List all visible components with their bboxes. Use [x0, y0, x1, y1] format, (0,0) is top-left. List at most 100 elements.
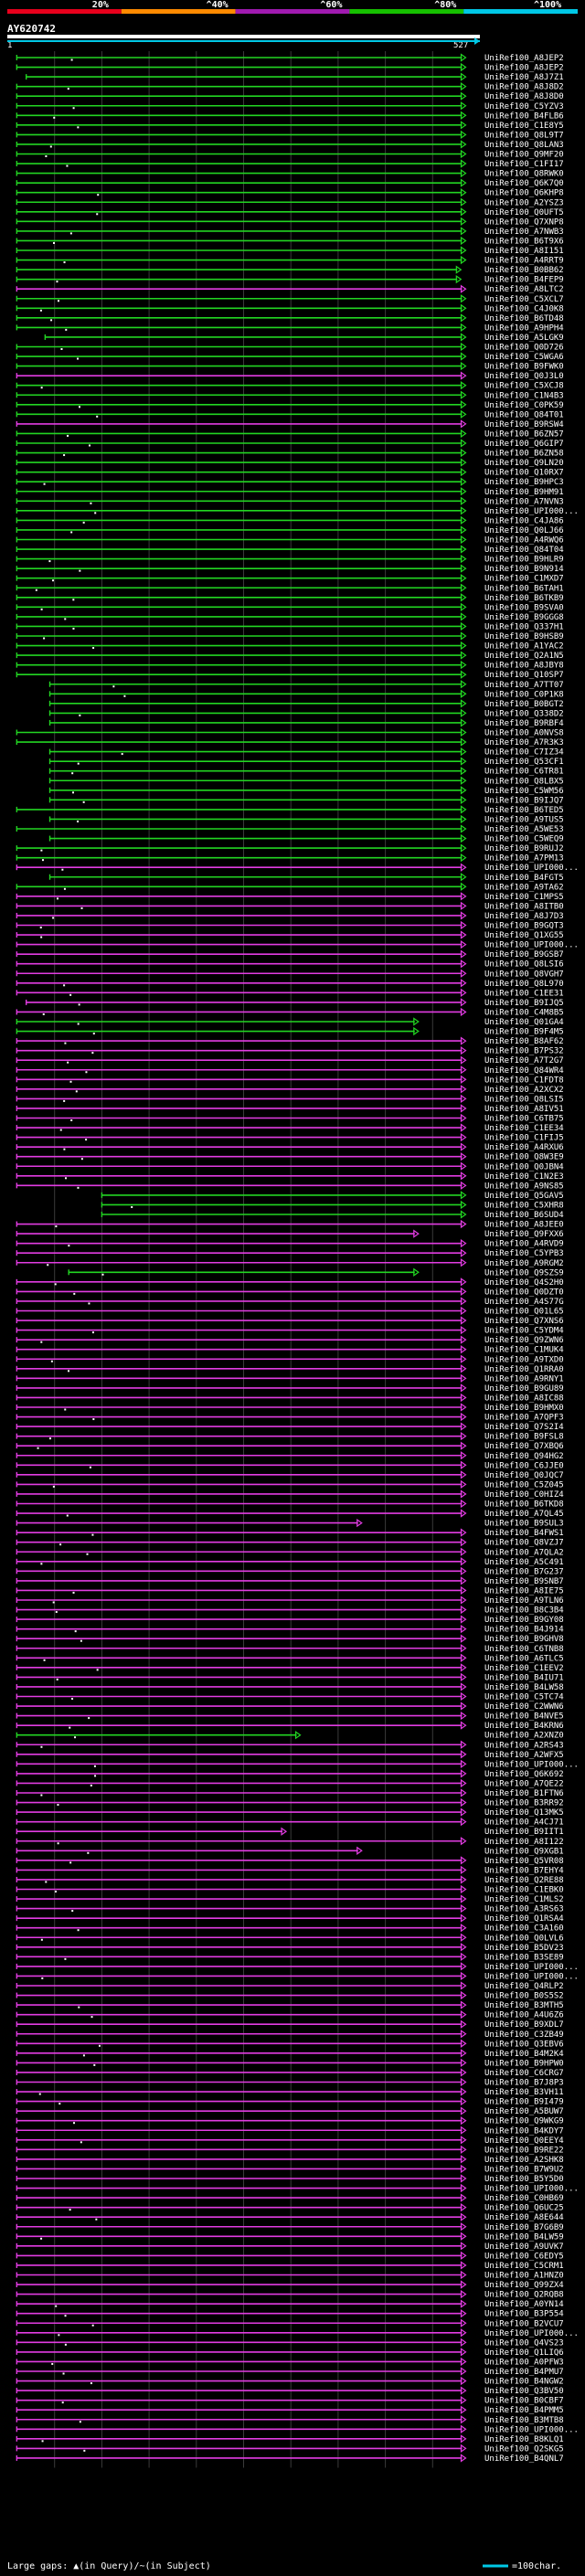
hit-label[interactable]: UniRef100_B9FSL8	[484, 1433, 564, 1442]
hit-label[interactable]: UniRef100_B3SE89	[484, 1953, 564, 1962]
hit-label[interactable]: UniRef100_A9NS85	[484, 1182, 564, 1191]
hit-label[interactable]: UniRef100_C1N4B3	[484, 391, 564, 400]
hit-label[interactable]: UniRef100_B9HSB9	[484, 632, 564, 641]
hit-label[interactable]: UniRef100_Q9WKG9	[484, 2117, 564, 2126]
hit-label[interactable]: UniRef100_A3RS63	[484, 1905, 564, 1914]
hit-label[interactable]: UniRef100_Q337H1	[484, 622, 564, 631]
hit-row[interactable]: UniRef100_A7QPF3	[16, 1412, 564, 1423]
hit-label[interactable]: UniRef100_C5YPB3	[484, 1249, 564, 1258]
hit-label[interactable]: UniRef100_Q9ZWN6	[484, 1336, 564, 1345]
hit-row[interactable]: UniRef100_B3MTH5	[16, 2000, 564, 2010]
hit-label[interactable]: UniRef100_B9GY08	[484, 1616, 564, 1625]
hit-row[interactable]: UniRef100_B3VH11	[16, 2087, 564, 2097]
hit-row[interactable]: UniRef100_C6TB75	[16, 1113, 564, 1124]
hit-label[interactable]: UniRef100_Q01GA4	[484, 1018, 564, 1027]
hit-row[interactable]: UniRef100_B9GGG8	[16, 612, 564, 622]
hit-row[interactable]: UniRef100_C5Z045	[16, 1479, 564, 1489]
hit-row[interactable]: UniRef100_B6TAH1	[16, 583, 564, 593]
hit-label[interactable]: UniRef100_Q6UC25	[484, 2204, 564, 2213]
hit-row[interactable]: UniRef100_B9HM91	[16, 487, 564, 497]
hit-label[interactable]: UniRef100_A4CJ71	[484, 1818, 564, 1828]
hit-row[interactable]: UniRef100_B6TKB9	[16, 593, 564, 603]
hit-row[interactable]: UniRef100_A9NS85	[16, 1181, 564, 1191]
hit-row[interactable]: UniRef100_Q7XNS6	[16, 1316, 564, 1326]
hit-label[interactable]: UniRef100_A9RGM2	[484, 1259, 564, 1268]
hit-row[interactable]: UniRef100_C4JA86	[16, 515, 564, 525]
hit-row[interactable]: UniRef100_Q0LJ66	[16, 525, 564, 535]
hit-row[interactable]: UniRef100_C5XCJ8	[16, 381, 564, 391]
hit-row[interactable]: UniRef100_B6ZN57	[16, 429, 564, 439]
hit-row[interactable]: UniRef100_C5CRM1	[16, 2261, 564, 2271]
hit-label[interactable]: UniRef100_A5C491	[484, 1558, 564, 1567]
hit-label[interactable]: UniRef100_C6TR81	[484, 768, 564, 777]
hit-label[interactable]: UniRef100_A0PFW3	[484, 2358, 564, 2367]
hit-label[interactable]: UniRef100_Q0LVL6	[484, 1934, 564, 1943]
hit-row[interactable]: UniRef100_A9HPH4	[16, 323, 564, 333]
hit-row[interactable]: UniRef100_C6TR81	[48, 767, 564, 777]
hit-row[interactable]: UniRef100_A7NVN3	[16, 496, 564, 506]
hit-row[interactable]: UniRef100_B9XDL7	[16, 2019, 564, 2030]
hit-row[interactable]: UniRef100_B6TKD8	[16, 1499, 564, 1510]
hit-label[interactable]: UniRef100_UPI000...	[484, 1963, 579, 1972]
hit-label[interactable]: UniRef100_B6SUD4	[484, 1211, 564, 1220]
hit-row[interactable]: UniRef100_Q53CF1	[48, 757, 564, 767]
hit-row[interactable]: UniRef100_Q8LAN3	[16, 140, 564, 150]
hit-row[interactable]: UniRef100_A4RXU6	[16, 1142, 564, 1152]
hit-row[interactable]: UniRef100_B7EHY4	[16, 1865, 564, 1875]
hit-row[interactable]: UniRef100_B5DV23	[16, 1943, 564, 1953]
hit-label[interactable]: UniRef100_A4RRT9	[484, 257, 564, 266]
hit-label[interactable]: UniRef100_Q7XNS6	[484, 1317, 564, 1326]
hit-label[interactable]: UniRef100_B9IJQ7	[484, 796, 564, 805]
hit-row[interactable]: UniRef100_A2SHK8	[16, 2155, 564, 2165]
hit-row[interactable]: UniRef100_A8JEP2	[16, 53, 564, 63]
hit-row[interactable]: UniRef100_B7G237	[16, 1566, 564, 1576]
hit-label[interactable]: UniRef100_UPI000...	[484, 2185, 579, 2194]
hit-row[interactable]: UniRef100_Q9MF20	[16, 149, 564, 160]
hit-row[interactable]: UniRef100_B9HSB9	[16, 631, 564, 641]
hit-row[interactable]: UniRef100_B0BGT2	[48, 699, 564, 709]
hit-label[interactable]: UniRef100_A9RNY1	[484, 1374, 564, 1383]
hit-label[interactable]: UniRef100_B9N914	[484, 565, 564, 574]
hit-label[interactable]: UniRef100_B2VCU7	[484, 2319, 564, 2328]
hit-row[interactable]: UniRef100_A9TXD0	[16, 1354, 564, 1364]
hit-row[interactable]: UniRef100_C1MUK4	[16, 1345, 564, 1355]
hit-label[interactable]: UniRef100_A7QPF3	[484, 1414, 564, 1423]
hit-row[interactable]: UniRef100_Q8LBX5	[48, 776, 564, 786]
hit-row[interactable]: UniRef100_Q84WR4	[16, 1065, 564, 1076]
hit-row[interactable]: UniRef100_Q8W3E9	[16, 1152, 564, 1162]
hit-row[interactable]: UniRef100_B6ZN58	[16, 448, 564, 459]
hit-label[interactable]: UniRef100_A7QE22	[484, 1779, 564, 1788]
hit-row[interactable]: UniRef100_B6SUD4	[101, 1210, 564, 1220]
hit-label[interactable]: UniRef100_C5YDM4	[484, 1327, 564, 1336]
hit-label[interactable]: UniRef100_C6JJE0	[484, 1461, 564, 1470]
hit-row[interactable]: UniRef100_C5YPB3	[16, 1248, 564, 1258]
hit-row[interactable]: UniRef100_C4J0K8	[16, 303, 564, 313]
hit-row[interactable]: UniRef100_B2VCU7	[16, 2318, 564, 2328]
hit-row[interactable]: UniRef100_B9HLR9	[16, 554, 564, 565]
hit-row[interactable]: UniRef100_A8J7Z1	[25, 72, 564, 82]
hit-row[interactable]: UniRef100_Q4RLP2	[16, 1981, 564, 1991]
hit-row[interactable]: UniRef100_A9RGM2	[16, 1258, 564, 1268]
hit-label[interactable]: UniRef100_B5Y5D0	[484, 2175, 564, 2184]
hit-row[interactable]: UniRef100_B9SNB7	[16, 1576, 564, 1586]
hit-row[interactable]: UniRef100_B4M2K4	[16, 2049, 564, 2059]
hit-row[interactable]: UniRef100_Q0DZT0	[16, 1287, 564, 1297]
hit-label[interactable]: UniRef100_Q8LSI5	[484, 1095, 564, 1104]
hit-label[interactable]: UniRef100_A5LGK9	[484, 334, 564, 343]
hit-label[interactable]: UniRef100_UPI000...	[484, 507, 579, 516]
hit-row[interactable]: UniRef100_C3A160	[16, 1924, 564, 1934]
hit-row[interactable]: UniRef100_Q9SZS9	[68, 1267, 564, 1277]
hit-label[interactable]: UniRef100_A7NVN3	[484, 497, 564, 506]
hit-label[interactable]: UniRef100_C0PK59	[484, 401, 564, 410]
hit-row[interactable]: UniRef100_UPI000...	[16, 1759, 579, 1769]
hit-row[interactable]: UniRef100_B7W9U2	[16, 2164, 564, 2174]
hit-row[interactable]: UniRef100_C0P1K8	[48, 689, 564, 699]
hit-row[interactable]: UniRef100_A2RS43	[16, 1740, 564, 1750]
hit-label[interactable]: UniRef100_A8JEE0	[484, 1221, 564, 1230]
hit-row[interactable]: UniRef100_C1E8Y5	[16, 121, 564, 131]
hit-label[interactable]: UniRef100_B9FWK0	[484, 363, 564, 372]
hit-row[interactable]: UniRef100_C1FDT8	[16, 1075, 564, 1085]
hit-label[interactable]: UniRef100_Q1XG55	[484, 931, 564, 940]
hit-row[interactable]: UniRef100_B7G6B9	[16, 2222, 564, 2232]
hit-label[interactable]: UniRef100_B4FWS1	[484, 1529, 564, 1538]
